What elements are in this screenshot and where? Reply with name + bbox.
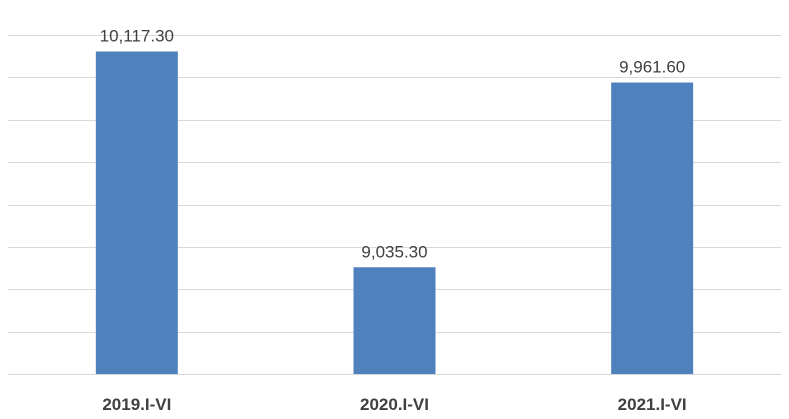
category-labels: 2019.I-VI 2020.I-VI 2021.I-VI: [102, 395, 686, 414]
data-label: 9,961.60: [619, 58, 685, 77]
category-label: 2019.I-VI: [102, 395, 171, 414]
data-label: 9,035.30: [361, 242, 427, 261]
data-labels: 10,117.30 9,035.30 9,961.60: [100, 26, 686, 261]
category-label: 2020.I-VI: [360, 395, 429, 414]
data-label: 10,117.30: [100, 26, 174, 45]
bars: [95, 51, 694, 374]
category-label: 2021.I-VI: [618, 395, 687, 414]
bar-2019.I-VI: [95, 51, 178, 374]
bar-2020.I-VI: [353, 267, 436, 374]
bar-2021.I-VI: [611, 82, 694, 374]
